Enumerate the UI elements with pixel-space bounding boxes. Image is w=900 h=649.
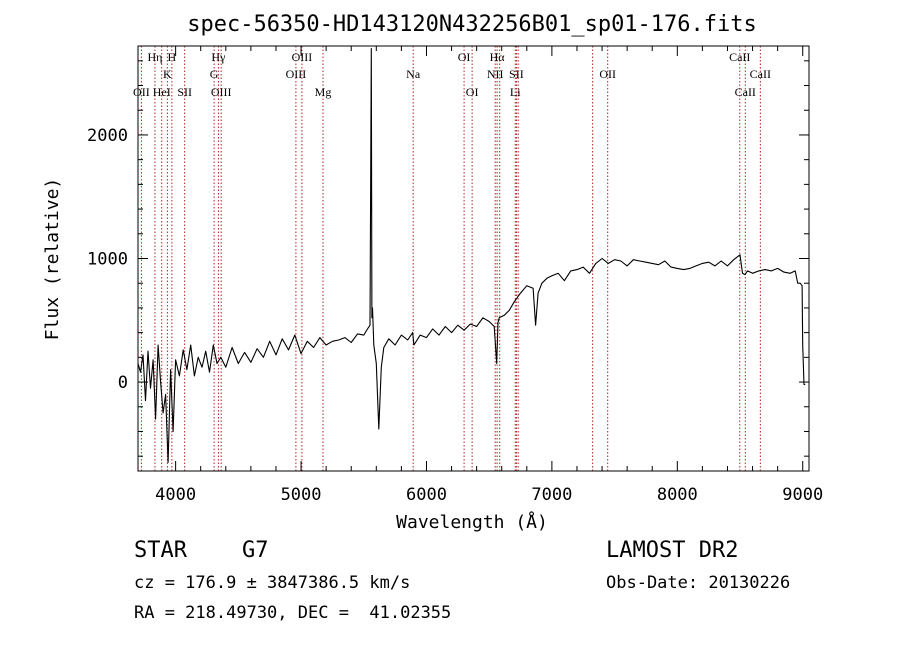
y-axis-ticks: 0 1000 2000 [87,60,809,457]
spectral-line-markers [140,46,761,471]
line-marker-label: SII [177,85,192,99]
y-tick-label: 0 [118,373,128,393]
line-marker-label: OI [458,50,471,64]
x-tick-label: 8000 [657,485,698,505]
x-axis-ticks: 4000 5000 6000 7000 8000 9000 [155,46,823,505]
spectral-subclass: G7 [242,538,269,563]
redshift-readout: cz = 176.9 ± 3847386.5 km/s [134,573,411,593]
x-axis-label: Wavelength (Å) [396,511,548,533]
y-tick-label: 1000 [87,250,128,270]
sky-coordinates: RA = 218.49730, DEC = 41.02355 [134,603,452,623]
y-axis-label: Flux (relative) [42,178,63,341]
spectrum-line [137,47,806,463]
line-marker-label: OI [466,85,479,99]
spectral-line-labels: OII Hη HeI KH SII G Hγ OIII OIII OIII Mg Na OI OI NII H… [133,50,771,99]
line-marker-label: CaII [735,85,756,99]
x-tick-label: 5000 [281,485,322,505]
line-marker-label: Na [406,67,421,81]
y-tick-label: 2000 [87,126,128,146]
line-marker-label: G [210,67,219,81]
line-marker-label: OIII [292,50,313,64]
line-marker-label: OII [599,67,616,81]
line-marker-label: SII [509,67,524,81]
line-marker-label: NII [487,67,504,81]
x-tick-label: 9000 [782,485,823,505]
line-marker-label: OIII [286,67,307,81]
line-marker-label: OIII [211,85,232,99]
line-marker-label: CaII [729,50,750,64]
line-marker-label: Hη [147,50,162,64]
object-class: STAR [134,538,187,563]
x-tick-label: 4000 [155,485,196,505]
plot-frame [137,45,810,472]
line-marker-label: CaII [750,67,771,81]
line-marker-label: Mg [315,85,332,99]
x-tick-label: 7000 [531,485,572,505]
line-marker-label: H [168,50,177,64]
line-marker-label: Hγ [211,50,226,64]
line-marker-label: HeI [153,85,171,99]
observation-date: Obs-Date: 20130226 [606,573,791,593]
x-tick-label: 6000 [406,485,447,505]
survey-name: LAMOST DR2 [606,538,739,563]
line-marker-label: Hα [490,50,506,64]
chart-title: spec-56350-HD143120N432256B01_sp01-176.f… [187,12,757,37]
line-marker-label: OII [133,85,150,99]
line-marker-label: Li [510,85,521,99]
line-marker-label: K [163,67,172,81]
